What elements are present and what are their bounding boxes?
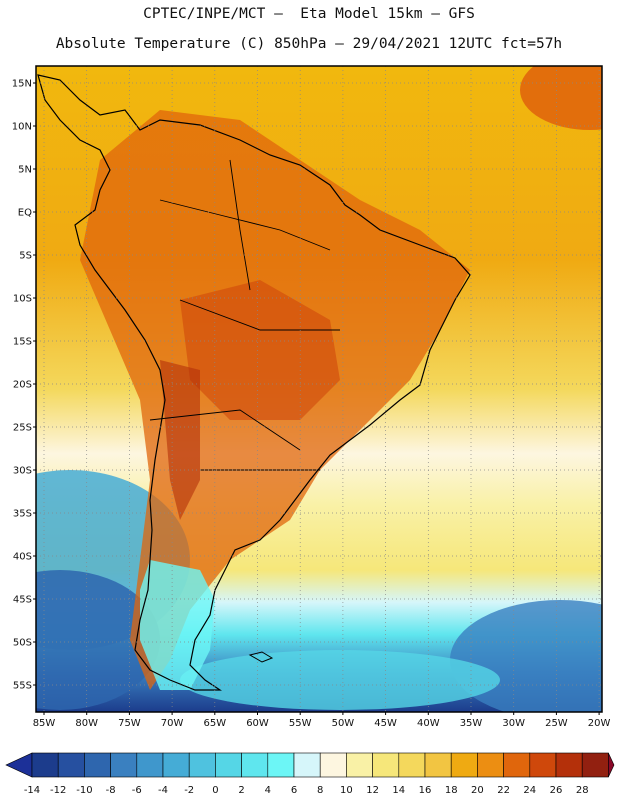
legend-label: -8	[106, 785, 116, 796]
country-borders	[149, 159, 340, 471]
map-field	[36, 66, 602, 712]
lon-label: 60W	[246, 718, 269, 729]
map-frame	[35, 65, 603, 713]
legend-label: 8	[317, 785, 323, 796]
longitude-labels: 85W 80W 75W 70W 65W 60W 55W 50W 45W 40W 35W 30W 25W 2…	[33, 712, 611, 729]
lon-label: 55W	[289, 718, 312, 729]
legend-color-box	[267, 752, 295, 778]
legend-color-box	[136, 752, 164, 778]
lat-label: 50S	[13, 638, 32, 649]
title-line-2: Absolute Temperature (C) 850hPa – 29/04/…	[55, 36, 563, 52]
legend-color-box	[555, 752, 583, 778]
hot-andes-east	[160, 360, 200, 520]
lon-label: 80W	[75, 718, 98, 729]
legend-label: -10	[76, 785, 92, 796]
lat-label: 55S	[13, 681, 32, 692]
latitude-labels: 15N 10N 5N EQ 5S 10S 15S 20S 25S 30S 35S 40S 45S 50S 5…	[12, 79, 36, 692]
falklands-outline	[248, 651, 274, 663]
cold-region-far-southwest	[36, 570, 160, 710]
lon-label: 20W	[588, 718, 611, 729]
legend-overflow-arrow	[608, 752, 615, 778]
legend-label: -14	[24, 785, 40, 796]
legend-color-box	[581, 752, 609, 778]
patagonia-cool-field	[140, 560, 215, 690]
legend-label: 14	[392, 785, 405, 796]
legend-label: 4	[265, 785, 271, 796]
cool-band-south	[180, 650, 500, 710]
legend-label: -2	[184, 785, 194, 796]
lon-label: 45W	[374, 718, 397, 729]
legend-label: 26	[550, 785, 563, 796]
lat-label: 15S	[13, 337, 32, 348]
legend-label: 12	[366, 785, 379, 796]
legend-color-box	[110, 752, 138, 778]
legend-color-box	[31, 752, 59, 778]
legend-label: 16	[419, 785, 432, 796]
lon-label: 25W	[545, 718, 568, 729]
legend-label: -4	[158, 785, 168, 796]
lon-label: 75W	[118, 718, 141, 729]
lat-label: 10S	[13, 294, 32, 305]
legend-label: 6	[291, 785, 297, 796]
lat-label: 25S	[13, 423, 32, 434]
legend-color-box	[346, 752, 373, 778]
lat-label: 30S	[13, 466, 32, 477]
legend-label: -12	[50, 785, 66, 796]
lon-label: 70W	[161, 718, 184, 729]
lon-label: 35W	[460, 718, 483, 729]
lon-label: 65W	[203, 718, 226, 729]
lat-label: 10N	[12, 122, 32, 133]
legend-label: 0	[212, 785, 218, 796]
legend-label: 24	[523, 785, 536, 796]
lon-label: 50W	[332, 718, 355, 729]
lat-label: 15N	[12, 79, 32, 90]
lat-label: 35S	[13, 509, 32, 520]
legend-color-box	[162, 752, 190, 778]
legend-color-box	[450, 752, 478, 778]
lat-label: EQ	[18, 208, 32, 219]
legend-color-box	[477, 752, 504, 778]
legend-label: 20	[471, 785, 484, 796]
legend-color-box	[503, 752, 531, 778]
legend-color-box	[215, 752, 242, 778]
legend-label: -6	[132, 785, 142, 796]
lat-label: 5N	[18, 165, 32, 176]
legend-color-box	[372, 752, 400, 778]
title-line-1: CPTEC/INPE/MCT – Eta Model 15km – GFS	[143, 6, 475, 22]
legend-label: 18	[445, 785, 458, 796]
legend-color-box	[424, 752, 452, 778]
legend-underflow-arrow	[5, 752, 33, 778]
color-legend: -14 -12 -10 -8 -6 -4 -2 0 2 4 6 8 10 12 14 16 18 20 22 24 26…	[5, 752, 615, 796]
legend-color-box	[319, 752, 347, 778]
legend-label: 22	[497, 785, 510, 796]
legend-color-box	[84, 752, 111, 778]
legend-color-box	[398, 752, 426, 778]
lat-label: 20S	[13, 380, 32, 391]
legend-label: 2	[238, 785, 244, 796]
legend-color-box	[241, 752, 269, 778]
lon-label: 30W	[502, 718, 525, 729]
lat-label: 40S	[13, 552, 32, 563]
legend-color-box	[57, 752, 85, 778]
legend-label: 10	[340, 785, 353, 796]
lon-label: 40W	[417, 718, 440, 729]
lon-label: 85W	[33, 718, 56, 729]
legend-color-box	[529, 752, 557, 778]
legend-color-box	[188, 752, 216, 778]
lat-label: 5S	[19, 251, 32, 262]
legend-label: 28	[576, 785, 589, 796]
legend-color-box	[293, 752, 321, 778]
lat-label: 45S	[13, 595, 32, 606]
warm-region-northeast	[520, 66, 602, 130]
